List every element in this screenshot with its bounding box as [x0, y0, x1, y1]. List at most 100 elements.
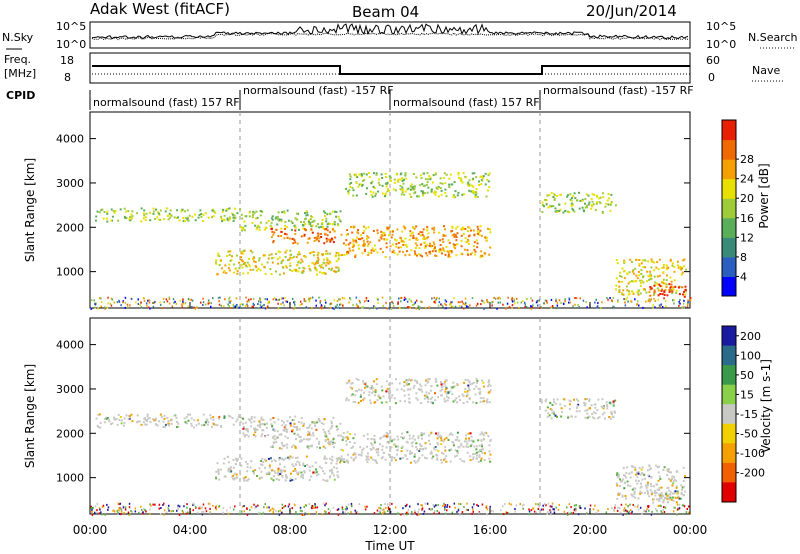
- heatmap-cell: [621, 495, 624, 498]
- heatmap-cell: [608, 197, 611, 200]
- ground-scatter-cell: [486, 299, 488, 301]
- heatmap-cell: [357, 453, 360, 456]
- ground-scatter-cell: [389, 510, 392, 513]
- heatmap-cell: [227, 461, 230, 464]
- ground-scatter-cell: [261, 304, 264, 307]
- ground-scatter-cell: [103, 306, 106, 309]
- ground-scatter-cell: [294, 300, 296, 303]
- heatmap-cell: [379, 437, 382, 440]
- heatmap-cell: [487, 385, 489, 388]
- heatmap-cell: [428, 439, 430, 442]
- heatmap-cell: [415, 225, 418, 228]
- heatmap-cell: [365, 384, 368, 387]
- heatmap-cell: [309, 252, 312, 255]
- heatmap-cell: [120, 419, 123, 422]
- heatmap-cell: [323, 457, 326, 460]
- heatmap-cell: [332, 416, 335, 419]
- heatmap-cell: [278, 479, 281, 481]
- heatmap-cell: [640, 282, 643, 285]
- ground-scatter-cell: [377, 298, 379, 301]
- heatmap-cell: [370, 438, 373, 440]
- ground-scatter-cell: [90, 307, 93, 310]
- heatmap-cell: [210, 417, 212, 420]
- ground-scatter-cell: [574, 297, 576, 299]
- ground-scatter-cell: [154, 503, 156, 506]
- heatmap-cell: [489, 453, 492, 456]
- heatmap-cell: [386, 181, 389, 184]
- ground-scatter-cell: [531, 299, 534, 302]
- heatmap-cell: [395, 243, 398, 245]
- heatmap-cell: [285, 474, 287, 477]
- heatmap-cell: [433, 243, 436, 246]
- ground-scatter-cell: [246, 513, 249, 516]
- heatmap-cell: [461, 181, 464, 184]
- heatmap-cell: [306, 464, 309, 466]
- heatmap-cell: [684, 475, 687, 478]
- heatmap-cell: [489, 460, 492, 463]
- heatmap-cell: [482, 381, 485, 384]
- heatmap-cell: [444, 253, 447, 256]
- heatmap-cell: [345, 459, 348, 462]
- heatmap-cell: [409, 379, 412, 382]
- heatmap-cell: [423, 241, 426, 244]
- ground-scatter-cell: [230, 300, 232, 302]
- heatmap-cell: [321, 272, 324, 275]
- ground-scatter-cell: [263, 303, 265, 306]
- heatmap-cell: [460, 444, 463, 447]
- ground-scatter-cell: [627, 512, 630, 515]
- heatmap-cell: [395, 245, 398, 248]
- heatmap-cell: [257, 224, 260, 227]
- heatmap-cell: [270, 460, 273, 463]
- heatmap-cell: [322, 266, 325, 269]
- heatmap-cell: [454, 247, 457, 250]
- ground-scatter-cell: [267, 305, 269, 308]
- heatmap-cell: [487, 435, 490, 438]
- heatmap-cell: [488, 186, 491, 189]
- heatmap-cell: [317, 252, 320, 255]
- heatmap-cell: [563, 404, 566, 407]
- ground-scatter-cell: [266, 506, 268, 509]
- heatmap-cell: [480, 175, 483, 178]
- heatmap-cell: [361, 449, 364, 451]
- heatmap-cell: [647, 484, 649, 487]
- heatmap-cell: [436, 457, 439, 460]
- ground-scatter-cell: [229, 296, 231, 299]
- heatmap-cell: [576, 406, 578, 409]
- heatmap-cell: [131, 210, 134, 213]
- heatmap-cell: [665, 264, 668, 267]
- heatmap-cell: [252, 210, 255, 213]
- heatmap-cell: [572, 195, 575, 197]
- heatmap-cell: [473, 388, 476, 391]
- heatmap-cell: [185, 416, 188, 419]
- heatmap-cell: [188, 214, 191, 217]
- heatmap-cell: [298, 464, 301, 466]
- heatmap-cell: [556, 398, 559, 401]
- heatmap-cell: [450, 387, 453, 390]
- heatmap-cell: [410, 186, 413, 189]
- heatmap-cell: [300, 235, 303, 238]
- heatmap-cell: [297, 471, 300, 474]
- ground-scatter-cell: [555, 506, 557, 509]
- ground-scatter-cell: [444, 512, 447, 515]
- heatmap-cell: [617, 475, 620, 478]
- ground-scatter-cell: [187, 511, 189, 514]
- ground-scatter-cell: [592, 508, 595, 511]
- heatmap-cell: [408, 400, 411, 403]
- heatmap-cell: [669, 258, 672, 261]
- heatmap-cell: [316, 261, 319, 264]
- heatmap-cell: [382, 452, 385, 454]
- heatmap-cell: [448, 186, 451, 189]
- heatmap-cell: [145, 423, 148, 426]
- heatmap-cell: [623, 481, 626, 484]
- ground-scatter-cell: [285, 300, 287, 303]
- heatmap-cell: [261, 422, 264, 425]
- heatmap-cell: [429, 443, 432, 446]
- heatmap-cell: [220, 267, 223, 270]
- heatmap-cell: [575, 410, 578, 413]
- heatmap-cell: [300, 471, 303, 474]
- power-ylabel: Slant Range [km]: [23, 158, 37, 262]
- heatmap-cell: [186, 209, 189, 212]
- heatmap-cell: [556, 415, 558, 418]
- heatmap-cell: [381, 184, 384, 187]
- heatmap-cell: [453, 181, 456, 184]
